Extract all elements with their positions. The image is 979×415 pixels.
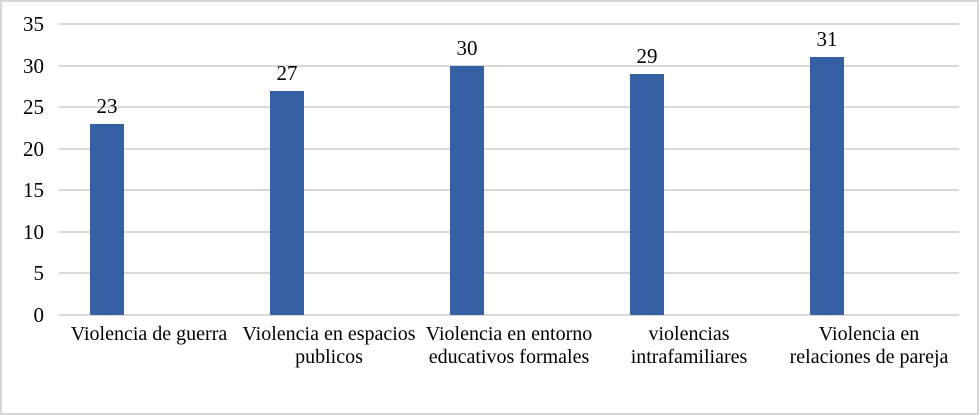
y-axis-tick-label: 25 (23, 95, 44, 120)
bar (810, 57, 844, 315)
category-label: Violencia en entorno educativos formales (425, 323, 593, 368)
y-axis-tick-label: 10 (23, 219, 44, 244)
gridline (59, 147, 959, 150)
category-label: Violencia en relaciones de pareja (789, 323, 949, 368)
bar-value-label: 31 (816, 27, 838, 52)
category-label: violencias intrafamiliares (630, 323, 748, 368)
x-axis-line (59, 314, 959, 316)
bar-value-label: 30 (456, 35, 478, 60)
gridline (59, 230, 959, 233)
gridline (59, 272, 959, 275)
y-axis-tick-label: 20 (23, 136, 44, 161)
y-axis-tick-label: 0 (33, 303, 45, 327)
y-axis-tick-label: 15 (23, 178, 44, 203)
gridline (59, 23, 959, 25)
gridline (59, 64, 959, 67)
bar (450, 65, 484, 315)
y-axis-tick-label: 30 (23, 53, 44, 78)
category-label: Violencia de guerra (70, 323, 228, 345)
category-label: Violencia en espacios publicos (242, 323, 416, 368)
bar (90, 123, 124, 315)
bar (630, 73, 664, 315)
bar (270, 90, 304, 315)
y-axis-tick-label: 35 (23, 12, 44, 36)
bar-value-label: 27 (276, 60, 298, 85)
gridline (59, 189, 959, 192)
gridline (59, 106, 959, 109)
bar-value-label: 23 (96, 93, 118, 118)
plot-area: 23 27 30 29 31 (59, 23, 959, 316)
bar-value-label: 29 (636, 43, 658, 68)
y-axis-tick-label: 5 (33, 261, 45, 286)
